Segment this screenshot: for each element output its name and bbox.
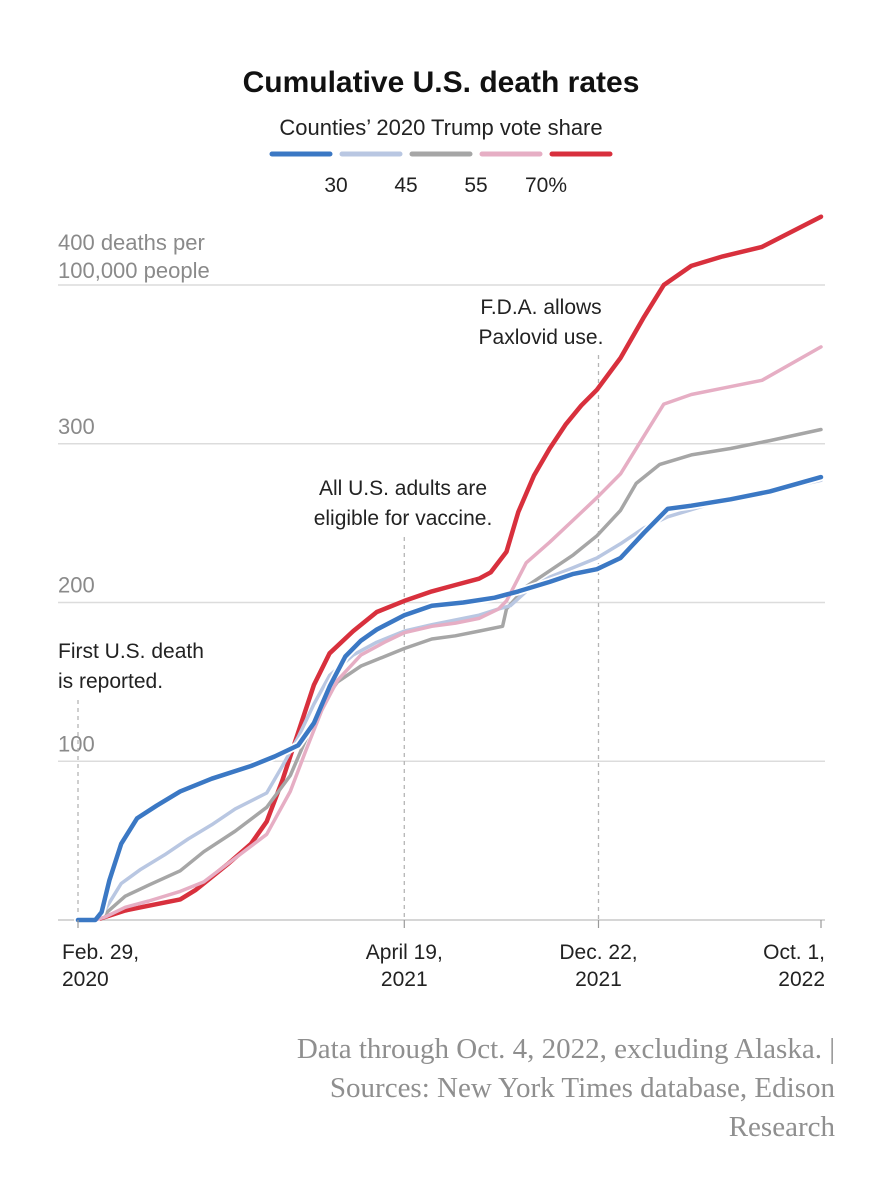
legend-title: Counties’ 2020 Trump vote share: [279, 115, 602, 140]
source-line: Data through Oct. 4, 2022, excluding Ala…: [296, 1033, 835, 1065]
annotation-text: All U.S. adults are: [319, 477, 487, 500]
y-tick-label: 100: [58, 731, 95, 756]
annotation-text: First U.S. death: [58, 640, 204, 663]
x-tick-label: Dec. 22,: [559, 941, 637, 964]
series-line: [75, 214, 824, 923]
y-axis: 100 200 300 400 deaths per 100,000 people: [58, 230, 210, 756]
series-line: [76, 478, 823, 922]
source-line: Research: [728, 1111, 835, 1144]
annotation-text: F.D.A. allows: [480, 296, 601, 319]
x-tick-label: 2021: [575, 968, 622, 991]
source-note: Data through Oct. 4, 2022, excluding Ala…: [115, 1030, 835, 1147]
y-tick-label: 300: [58, 414, 95, 439]
y-axis-top-label: 400 deaths per: [58, 230, 205, 255]
x-tick-label: Feb. 29,: [62, 941, 139, 964]
x-tick-label: Oct. 1,: [763, 941, 825, 964]
series-line: [76, 427, 823, 922]
series-line: [75, 474, 824, 923]
y-tick-label: 200: [58, 573, 95, 598]
x-tick-label: 2020: [62, 968, 109, 991]
chart-title: Cumulative U.S. death rates: [243, 66, 640, 99]
source-line: Sources: New York Times database, Edison: [329, 1072, 835, 1105]
legend-label: 45: [394, 174, 417, 197]
legend: 30 45 55 70%: [269, 151, 613, 197]
x-axis: Feb. 29, 2020 April 19, 2021 Dec. 22, 2021 Oct…: [62, 920, 825, 991]
series-group: [74, 214, 825, 924]
legend-label: 30: [324, 174, 347, 197]
series-line: [76, 345, 823, 922]
series-line: [74, 473, 825, 924]
annotation-text: Paxlovid use.: [479, 326, 604, 349]
x-tick-label: April 19,: [366, 941, 443, 964]
annotation-text: eligible for vaccine.: [314, 507, 493, 530]
annotations: First U.S. death is reported. All U.S. adu…: [58, 296, 603, 920]
annotation-text: is reported.: [58, 670, 163, 693]
x-tick-label: 2022: [778, 968, 825, 991]
y-axis-top-label: 100,000 people: [58, 258, 210, 283]
x-tick-label: 2021: [381, 968, 428, 991]
legend-label: 55: [464, 174, 487, 197]
legend-label: 70%: [525, 174, 567, 197]
